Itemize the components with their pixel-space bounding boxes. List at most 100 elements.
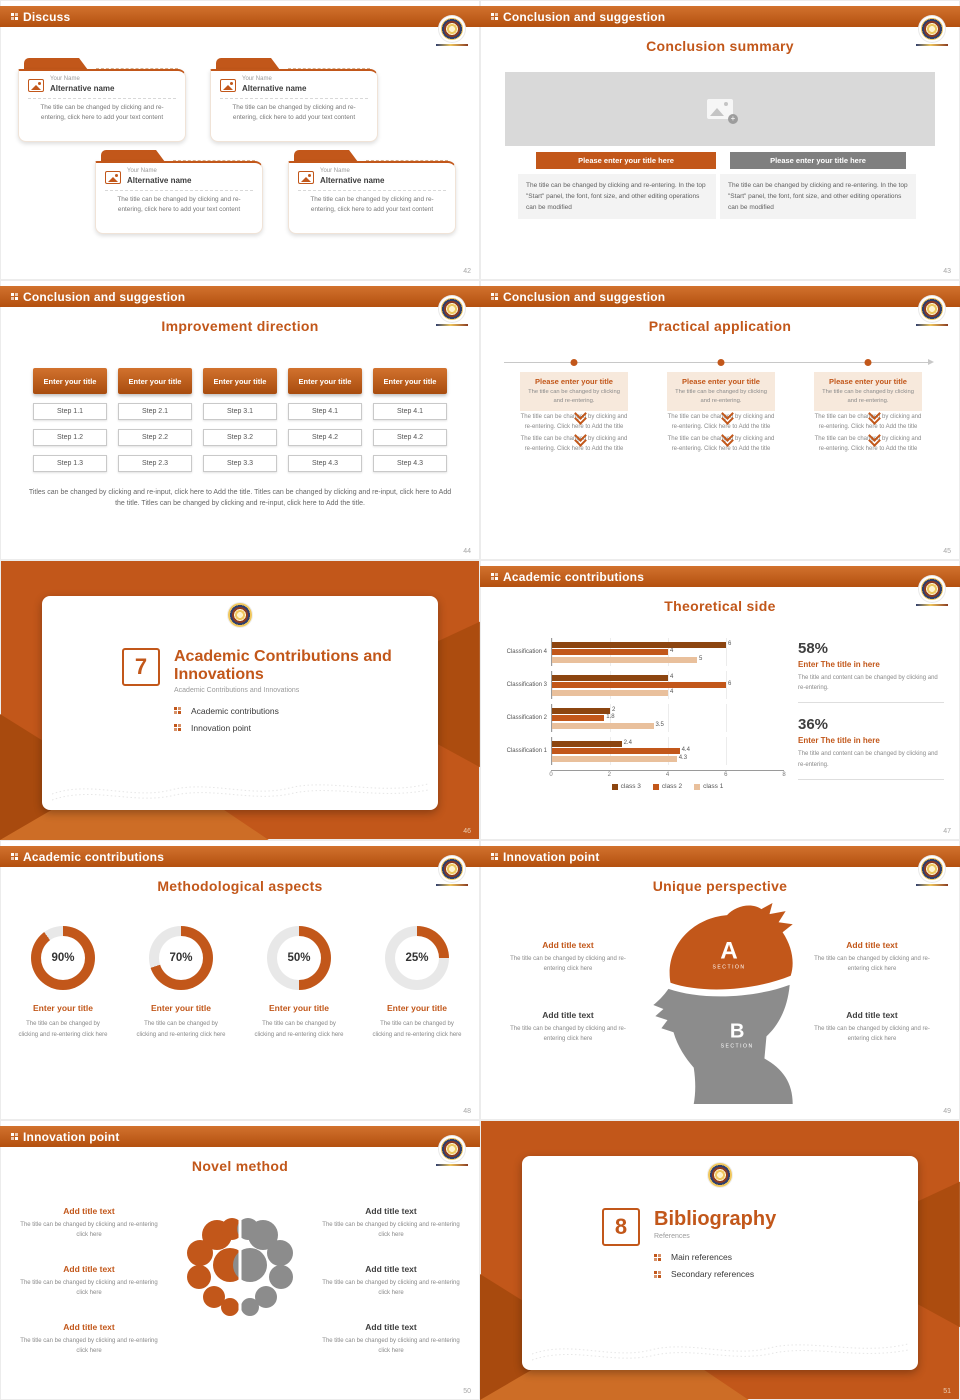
folder-body: Your Name Alternative name The title can… [210, 69, 378, 142]
bar: 2 [552, 707, 615, 714]
picture-icon [220, 78, 236, 92]
university-seal-icon [228, 603, 252, 627]
section-b-label: SECTION [721, 1043, 754, 1049]
discuss-card: Your Name Alternative name The title can… [288, 150, 456, 234]
stat-block: 36% Enter The title in here The title an… [798, 716, 944, 780]
item-title-box: Please enter your title The title can be… [667, 372, 775, 412]
step-box: Step 2.2 [118, 429, 192, 446]
section-subtitle: References [654, 1233, 690, 1241]
text-block: Add title text The title can be changed … [18, 1206, 160, 1240]
category-bars: 4 6 4 [551, 671, 784, 699]
axis-tick: 8 [782, 772, 786, 778]
x-axis: 0 2 4 6 8 [549, 770, 786, 780]
card-header: Your Name Alternative name [105, 168, 253, 192]
slide-43-conclusion-summary[interactable]: Conclusion and suggestion Conclusion sum… [480, 0, 960, 280]
item-text: The title can be changed by clicking and… [520, 436, 628, 453]
slide-49-unique-perspective[interactable]: Innovation point Unique perspective A SE… [480, 840, 960, 1120]
stats-panel: 58% Enter The title in here The title an… [798, 640, 944, 793]
legend-swatch [694, 783, 701, 790]
item-subtitle: The title can be changed by clicking and… [822, 389, 914, 404]
slide-47-theoretical-side[interactable]: Academic contributions Theoretical side … [480, 560, 960, 840]
stat-percentage: 36% [798, 716, 829, 734]
timeline-columns: Please enter your title The title can be… [520, 359, 922, 455]
bar-value-label: 1.8 [606, 714, 615, 720]
bar: 2.4 [552, 740, 632, 747]
wave-pattern [532, 1343, 908, 1361]
card-names: Your Name Alternative name [127, 168, 191, 186]
text-block: Add title text The title can be changed … [320, 1264, 462, 1298]
university-seal-icon [441, 298, 463, 320]
slide-45-practical-application[interactable]: Conclusion and suggestion Practical appl… [480, 280, 960, 560]
page-number: 44 [463, 548, 471, 555]
dashed-line [288, 68, 370, 69]
section-title: Academic Contributions and Innovations [174, 648, 392, 683]
donut-chart: 90% [31, 926, 95, 990]
item-text: The title can be changed by clicking and… [510, 1026, 626, 1043]
text-block: Add title text The title can be changed … [804, 1010, 940, 1044]
grid-icon [654, 1270, 661, 1278]
content-title: Conclusion summary [646, 38, 794, 54]
folder-tab [294, 150, 358, 162]
slide-44-improvement-direction[interactable]: Conclusion and suggestion Improvement di… [0, 280, 480, 560]
slide-48-methodological-aspects[interactable]: Academic contributions Methodological as… [0, 840, 480, 1120]
card-alt-name: Alternative name [242, 83, 307, 93]
brain-graphic [187, 1213, 293, 1321]
wave-pattern [52, 783, 428, 801]
folder-tab [24, 58, 88, 70]
cover-titles: Academic Contributions and Innovations A… [174, 648, 426, 733]
slide-header-bar: Discuss [0, 6, 480, 27]
category-label: Classification 1 [506, 748, 547, 754]
item-text: The title can be changed by clicking and… [814, 1026, 930, 1043]
donut-chart: 70% [149, 926, 213, 990]
picture-icon [298, 170, 314, 184]
card-body-text: The title can be changed by clicking and… [117, 196, 241, 214]
image-placeholder: + [505, 72, 935, 146]
item-title: Enter your title [33, 1003, 93, 1013]
column-title-button: Enter your title [288, 368, 362, 394]
item-title: Add title text [365, 1322, 417, 1332]
content-title: Improvement direction [161, 318, 319, 334]
item-title: Add title text [63, 1264, 115, 1274]
stat-title: Enter The title in here [798, 736, 880, 746]
legend-label: class 3 [620, 783, 641, 790]
slide-50-novel-method[interactable]: Innovation point Novel method Add title … [0, 1120, 480, 1400]
card-names: Your Name Alternative name [50, 76, 114, 94]
slide-46-section-cover[interactable]: 7 Academic Contributions and Innovations… [0, 560, 480, 840]
folder-body: Your Name Alternative name The title can… [288, 161, 456, 234]
step-box: Step 4.3 [373, 455, 447, 472]
grid-icon [11, 1133, 18, 1140]
steps-column: Enter your title Step 4.1 Step 4.2 Step … [373, 368, 447, 472]
bar: 4.4 [552, 747, 690, 754]
bar-value-label: 4.4 [681, 747, 690, 753]
slide-51-section-cover[interactable]: 8 Bibliography References Main reference… [480, 1120, 960, 1400]
item-title: Add title text [365, 1206, 417, 1216]
item-title: Enter your title [269, 1003, 329, 1013]
section-subtitle: Academic Contributions and Innovations [174, 686, 300, 694]
slide-42-discuss[interactable]: Discuss Your Name Alternative name The t… [0, 0, 480, 280]
grid-icon [491, 853, 498, 860]
cover-content: 7 Academic Contributions and Innovations… [122, 648, 426, 733]
dashed-line [96, 68, 178, 69]
card-name-label: Your Name [50, 76, 80, 82]
seal-underline [436, 44, 468, 46]
head-silhouette: A SECTION B SECTION [653, 903, 793, 1104]
axis-tick: 2 [607, 772, 611, 778]
chart-category-group: Classification 1 2.4 4.4 4.3 [496, 737, 784, 765]
legend-item: class 2 [652, 783, 682, 790]
bar-value-label: 4 [670, 688, 674, 695]
card-name-label: Your Name [242, 76, 272, 82]
column-title-button: Enter your title [33, 368, 107, 394]
title-bar-orange: Please enter your title here [536, 152, 716, 169]
picture-icon [28, 78, 44, 92]
slide-header-title: Innovation point [23, 1129, 120, 1144]
category-label: Classification 3 [506, 682, 547, 688]
donut-percentage: 70% [169, 952, 193, 964]
legend-item: class 1 [694, 783, 723, 790]
item-text: The title can be changed by clicking and… [20, 1338, 158, 1355]
page-number: 45 [943, 548, 951, 555]
item-text: The title can be changed by clicking and… [667, 414, 775, 431]
grid-icon [491, 573, 498, 580]
item-title: Add title text [365, 1264, 417, 1274]
timeline-column: Please enter your title The title can be… [520, 359, 628, 455]
bar-value-label: 4.3 [678, 754, 688, 761]
